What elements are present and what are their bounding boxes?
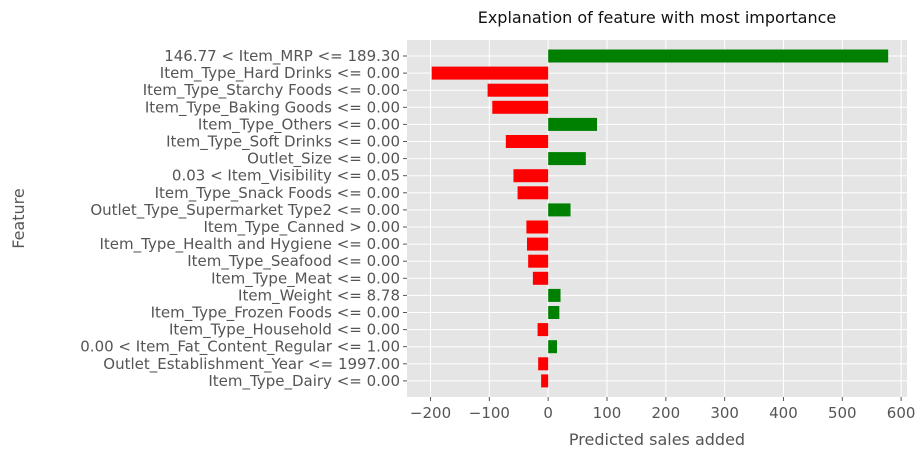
bar xyxy=(517,186,549,200)
bar xyxy=(548,340,557,354)
bar xyxy=(431,66,549,80)
bar xyxy=(492,100,549,114)
y-category-label: Item_Type_Dairy <= 0.00 xyxy=(208,372,400,391)
y-category-label: Item_Type_Frozen Foods <= 0.00 xyxy=(151,304,400,323)
y-category-label: Item_Type_Household <= 0.00 xyxy=(169,321,400,340)
y-category-label: Item_Type_Soft Drinks <= 0.00 xyxy=(166,133,400,152)
bar xyxy=(528,254,549,268)
y-category-label: Outlet_Size <= 0.00 xyxy=(247,150,400,169)
y-category-label: Item_Type_Others <= 0.00 xyxy=(198,115,400,134)
y-axis-categories: 146.77 < Item_MRP <= 189.30Item_Type_Har… xyxy=(80,47,407,391)
plot-background xyxy=(407,40,907,397)
bar xyxy=(487,83,549,97)
y-category-label: 146.77 < Item_MRP <= 189.30 xyxy=(164,47,400,66)
y-category-label: 0.03 < Item_Visibility <= 0.05 xyxy=(172,167,400,186)
bar xyxy=(532,271,549,285)
y-category-label: Item_Type_Starchy Foods <= 0.00 xyxy=(143,81,400,100)
bar xyxy=(505,135,549,148)
bar xyxy=(548,49,889,63)
bars xyxy=(431,49,889,388)
x-tick-label: −200 xyxy=(410,404,451,422)
bar xyxy=(548,288,561,302)
x-tick-label: 400 xyxy=(769,404,798,422)
y-category-label: Item_Type_Baking Goods <= 0.00 xyxy=(145,98,400,117)
y-axis-title: Feature xyxy=(9,188,28,248)
y-category-label: Item_Weight <= 8.78 xyxy=(238,286,400,305)
bar xyxy=(548,306,560,319)
y-category-label: Outlet_Establishment_Year <= 1997.00 xyxy=(103,355,400,374)
x-tick-label: 300 xyxy=(710,404,739,422)
x-tick-label: 0 xyxy=(543,404,553,422)
x-tick-label: −100 xyxy=(469,404,510,422)
y-category-label: Item_Type_Snack Foods <= 0.00 xyxy=(155,184,400,203)
y-category-label: 0.00 < Item_Fat_Content_Regular <= 1.00 xyxy=(80,338,400,357)
x-axis-title: Predicted sales added xyxy=(569,430,745,449)
y-category-label: Item_Type_Health and Hygiene <= 0.00 xyxy=(100,235,401,254)
x-tick-label: 200 xyxy=(652,404,681,422)
x-axis-ticks: −200 −100 0 100 200 300 400 500 600 xyxy=(410,397,916,422)
x-tick-label: 500 xyxy=(828,404,857,422)
bar xyxy=(548,117,597,131)
bar xyxy=(541,374,549,388)
bar xyxy=(538,357,549,371)
x-tick-label: 100 xyxy=(593,404,622,422)
y-category-label: Item_Type_Seafood <= 0.00 xyxy=(187,252,400,271)
bar xyxy=(548,152,586,166)
bar xyxy=(527,237,549,251)
y-category-label: Item_Type_Meat <= 0.00 xyxy=(211,269,400,288)
bar xyxy=(513,169,549,183)
chart-title: Explanation of feature with most importa… xyxy=(478,8,837,27)
bar xyxy=(526,220,549,234)
y-category-label: Item_Type_Canned > 0.00 xyxy=(203,218,400,237)
bar xyxy=(537,323,549,337)
x-tick-label: 600 xyxy=(887,404,916,422)
y-category-label: Item_Type_Hard Drinks <= 0.00 xyxy=(160,64,400,83)
bar xyxy=(548,203,571,217)
y-category-label: Outlet_Type_Supermarket Type2 <= 0.00 xyxy=(90,201,400,220)
